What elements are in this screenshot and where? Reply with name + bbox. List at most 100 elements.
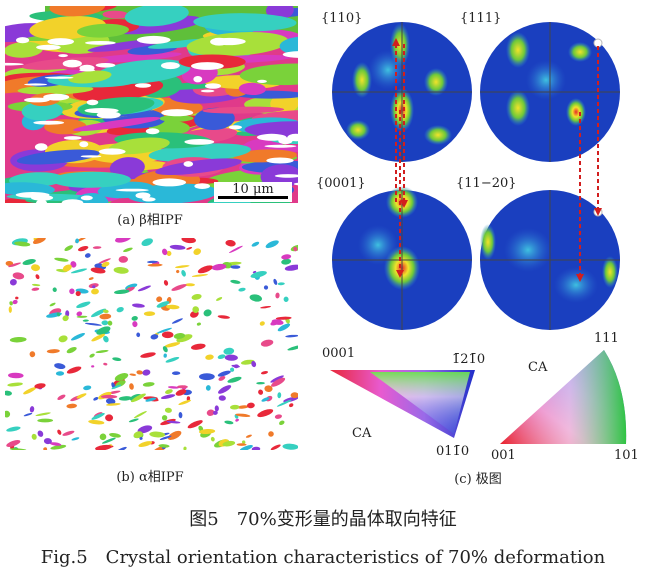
beta-gap bbox=[63, 136, 82, 140]
alpha-grain bbox=[186, 247, 193, 250]
beta-grain bbox=[202, 106, 285, 114]
alpha-grain bbox=[5, 390, 12, 396]
beta-gap bbox=[266, 157, 294, 164]
beta-gap bbox=[228, 125, 242, 130]
alpha-grain bbox=[103, 362, 108, 366]
alpha-grain bbox=[276, 399, 292, 407]
alpha-grain bbox=[76, 315, 88, 318]
alpha-grain bbox=[57, 394, 66, 400]
alpha-grain bbox=[9, 336, 27, 343]
alpha-grain bbox=[9, 278, 17, 286]
alpha-grain bbox=[156, 301, 170, 308]
alpha-grain bbox=[23, 387, 37, 395]
alpha-grain bbox=[227, 376, 242, 383]
alpha-grain bbox=[293, 246, 298, 252]
figure-caption-en: Fig.5 Crystal orientation characteristic… bbox=[40, 547, 606, 568]
pole-figure-111 bbox=[480, 22, 620, 162]
alpha-grain bbox=[101, 320, 109, 326]
alpha-grain bbox=[100, 394, 118, 399]
cubic-vertex-101: 101 bbox=[614, 448, 639, 463]
beta-gap bbox=[161, 109, 194, 117]
alpha-grain bbox=[112, 357, 122, 362]
alpha-grain bbox=[99, 433, 107, 441]
alpha-grain bbox=[218, 385, 232, 394]
alpha-grain bbox=[91, 412, 105, 420]
alpha-grain bbox=[222, 440, 236, 447]
alpha-grain bbox=[247, 402, 255, 409]
beta-gap bbox=[24, 83, 48, 86]
alpha-grain bbox=[156, 327, 172, 334]
alpha-grain bbox=[91, 365, 95, 368]
alpha-grain bbox=[284, 264, 298, 271]
alpha-grain bbox=[37, 430, 44, 437]
alpha-grain bbox=[150, 334, 159, 340]
alpha-grain bbox=[263, 285, 269, 290]
alpha-grain bbox=[184, 283, 195, 287]
alpha-grain bbox=[111, 384, 122, 390]
alpha-grain bbox=[138, 441, 153, 448]
alpha-grain bbox=[31, 264, 40, 272]
hex-vertex-01-10: 011̄0 bbox=[436, 444, 470, 459]
beta-gap bbox=[183, 161, 194, 167]
alpha-grain bbox=[285, 334, 298, 338]
alpha-grain bbox=[199, 373, 215, 381]
alpha-grain bbox=[257, 409, 274, 418]
alpha-grain bbox=[245, 434, 252, 438]
cubic-vertex-001: 001 bbox=[491, 448, 516, 463]
alpha-grain bbox=[29, 406, 35, 413]
alpha-grain bbox=[158, 444, 170, 448]
alpha-grain bbox=[57, 429, 62, 435]
alpha-grain bbox=[84, 253, 91, 258]
alpha-grain bbox=[186, 396, 191, 401]
alpha-grain bbox=[289, 403, 294, 408]
beta-gap bbox=[47, 38, 74, 46]
alpha-grain bbox=[93, 397, 99, 401]
alpha-grain bbox=[76, 393, 87, 399]
alpha-grain bbox=[76, 301, 91, 309]
beta-gap bbox=[80, 155, 102, 158]
alpha-grain bbox=[238, 287, 246, 292]
alpha-grain bbox=[242, 440, 246, 444]
beta-grain bbox=[193, 199, 251, 203]
alpha-grain bbox=[277, 392, 282, 399]
scale-bar: 10 μm bbox=[214, 182, 292, 202]
alpha-grain bbox=[5, 410, 11, 418]
beta-gap bbox=[264, 144, 297, 148]
alpha-grain bbox=[206, 409, 215, 416]
alpha-grain bbox=[12, 272, 25, 280]
cubic-ca-label: CA bbox=[528, 360, 548, 375]
alpha-grain bbox=[70, 261, 77, 268]
alpha-grain bbox=[261, 397, 270, 402]
alpha-grain bbox=[58, 335, 68, 343]
alpha-grain bbox=[71, 332, 85, 341]
alpha-grain bbox=[287, 345, 298, 351]
alpha-grain bbox=[114, 373, 129, 381]
alpha-grain bbox=[171, 371, 181, 376]
beta-grain bbox=[193, 13, 297, 32]
alpha-grain bbox=[54, 257, 69, 262]
cubic-vertex-111: 111 bbox=[594, 331, 619, 346]
alpha-grain bbox=[66, 403, 77, 409]
alpha-grain bbox=[166, 250, 172, 256]
alpha-grain bbox=[8, 306, 12, 313]
alpha-grain bbox=[216, 297, 223, 301]
beta-gap bbox=[33, 120, 65, 125]
alpha-grain bbox=[56, 312, 61, 317]
alpha-grain bbox=[171, 284, 187, 291]
alpha-grain bbox=[65, 310, 70, 317]
beta-gap bbox=[62, 59, 82, 68]
alpha-grain bbox=[8, 262, 22, 268]
alpha-grain bbox=[251, 446, 261, 450]
beta-gap bbox=[58, 54, 68, 58]
pole-figure-11-20 bbox=[480, 190, 620, 330]
alpha-grain bbox=[251, 241, 260, 247]
alpha-grain bbox=[176, 269, 180, 274]
alpha-grain bbox=[156, 296, 163, 303]
alpha-grain bbox=[91, 288, 99, 295]
alpha-grain bbox=[149, 431, 166, 438]
alpha-grain bbox=[105, 414, 114, 422]
alpha-grain bbox=[224, 420, 234, 425]
alpha-grain bbox=[71, 437, 80, 441]
alpha-grain bbox=[205, 354, 214, 360]
alpha-grain bbox=[230, 404, 240, 410]
